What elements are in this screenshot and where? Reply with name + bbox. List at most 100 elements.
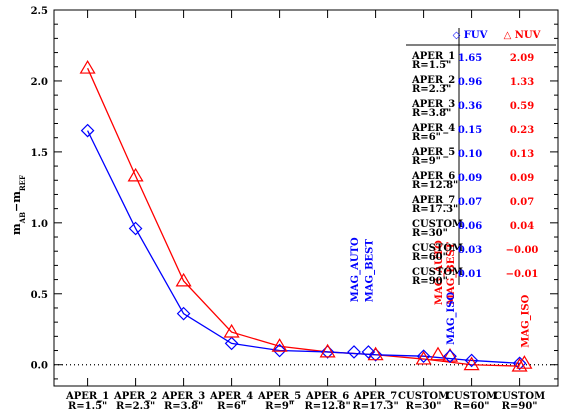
table-row-label-line2: R=2.3" <box>412 84 451 95</box>
table-value-nuv: 0.07 <box>510 197 534 208</box>
y-axis-label-sub2: REF <box>18 175 27 191</box>
table-value-fuv: 0.06 <box>458 221 482 232</box>
table-value-nuv: 2.09 <box>510 53 534 64</box>
data-point-nuv <box>319 343 336 358</box>
data-point-fuv <box>224 336 239 351</box>
annotation-label: MAG_ISO <box>446 292 457 345</box>
data-point-fuv <box>128 221 143 236</box>
annotation-label: MAG_BEST <box>364 239 375 303</box>
table-value-nuv: 0.59 <box>510 101 534 112</box>
data-point-nuv <box>463 356 480 371</box>
table-value-nuv: 0.13 <box>510 149 534 160</box>
series-line-fuv <box>87 130 520 364</box>
y-tick-label: 0.5 <box>31 290 48 301</box>
data-point-nuv <box>511 357 528 372</box>
legend-nuv: △ NUV <box>504 30 541 41</box>
y-tick-label: 2.0 <box>31 77 48 88</box>
table-value-fuv: 0.36 <box>458 101 482 112</box>
table-value-fuv: 0.01 <box>458 269 482 280</box>
annotation-label: MAG_AUTO <box>350 237 361 302</box>
data-point-nuv <box>127 167 144 182</box>
x-tick-label-line1: APER_2 <box>113 391 157 402</box>
table-value-fuv: 0.09 <box>458 173 482 184</box>
y-tick-label: 1.5 <box>31 148 48 159</box>
x-tick-label-line2: R=17.3" <box>352 401 398 411</box>
x-tick-label-line2: R=9" <box>265 401 294 411</box>
x-tick-label-line1: CUSTOM <box>398 391 449 402</box>
table-row-label-line2: R=90" <box>412 276 448 287</box>
data-point-fuv <box>176 306 191 321</box>
extra-point-fuv <box>443 349 457 364</box>
data-point-nuv <box>415 350 432 365</box>
data-point-nuv <box>271 338 288 352</box>
y-axis-label-sub1: AB <box>18 212 27 224</box>
table-row-label-line2: R=12.8" <box>412 180 458 191</box>
x-tick-label-line2: R=30" <box>406 401 442 411</box>
table-value-nuv: 1.33 <box>510 77 534 88</box>
extra-point-nuv <box>429 346 447 361</box>
table-row-label-line2: R=30" <box>412 228 448 239</box>
y-tick-label: 0.0 <box>31 361 48 372</box>
table-row-label-line1: CUSTOM <box>412 219 463 230</box>
data-point-fuv <box>464 353 479 368</box>
table-value-nuv: 0.23 <box>510 125 534 136</box>
y-axis: 0.0 0.5 1.0 1.5 2.0 2.5 <box>31 6 558 380</box>
legend-fuv: ◇ FUV <box>453 30 488 41</box>
table-value-fuv: 1.65 <box>458 53 482 64</box>
data-point-nuv <box>79 59 96 74</box>
x-tick-label-line2: R=3.8" <box>164 401 203 411</box>
x-tick-label-line1: CUSTOM <box>446 391 497 402</box>
table-row-label-line2: R=60" <box>412 252 448 263</box>
series-layer <box>79 59 528 372</box>
table-value-fuv: 0.07 <box>458 197 482 208</box>
plot-border <box>53 9 559 387</box>
table-row-label-line1: CUSTOM <box>412 267 463 278</box>
x-tick-label-line1: CUSTOM <box>494 391 545 402</box>
table-value-fuv: 0.96 <box>458 77 482 88</box>
x-tick-label-line2: R=12.8" <box>304 401 350 411</box>
table-row-label-line1: APER_4 <box>411 123 455 134</box>
table-row-label-line1: CUSTOM <box>412 243 463 254</box>
table-row-label-line1: APER_6 <box>411 171 455 182</box>
table-row-label-line1: APER_7 <box>411 195 455 206</box>
annotation-label: MAG_BEST <box>446 241 457 305</box>
y-axis-label-main: m <box>10 223 23 235</box>
data-point-fuv <box>368 347 383 362</box>
extra-point-fuv <box>361 345 376 359</box>
data-point-nuv <box>175 272 192 287</box>
series-line-nuv <box>87 67 520 367</box>
x-tick-label-line1: APER_1 <box>65 391 109 402</box>
extra-point-nuv <box>441 348 459 362</box>
x-tick-label-line1: APER_3 <box>161 391 205 402</box>
x-tick-label-line2: R=6" <box>217 401 246 411</box>
table-row-label-line2: R=1.5" <box>412 60 451 71</box>
table-row-label-line1: APER_2 <box>411 75 455 86</box>
annotation-label: MAG_AUTO <box>434 240 445 305</box>
x-tick-label-line2: R=90" <box>502 401 538 411</box>
x-tick-label-line2: R=2.3" <box>116 401 155 411</box>
table-value-fuv: 0.03 <box>458 245 482 256</box>
data-point-nuv <box>223 323 240 338</box>
x-tick-label-line2: R=60" <box>454 401 490 411</box>
table-row-label-line1: APER_1 <box>411 51 455 62</box>
table-value-nuv: 0.04 <box>510 221 534 232</box>
data-point-fuv <box>512 356 527 371</box>
extra-point-nuv <box>516 355 533 369</box>
x-tick-label-line1: APER_5 <box>257 391 301 402</box>
extra-point-fuv <box>347 345 361 359</box>
x-tick-label-line1: APER_4 <box>209 391 253 402</box>
plot-frame <box>53 9 559 387</box>
x-tick-label-line1: APER_6 <box>305 391 349 402</box>
x-tick-label-line1: APER_7 <box>353 391 397 402</box>
y-tick-label: 2.5 <box>31 6 48 17</box>
table-row-label-line2: R=3.8" <box>412 108 451 119</box>
table-row-label-line2: R=9" <box>412 156 441 167</box>
table-row-label-line1: APER_5 <box>411 147 455 158</box>
x-tick-label-line2: R=1.5" <box>68 401 107 411</box>
data-point-fuv <box>320 345 335 359</box>
table-value-nuv: −0.00 <box>506 245 539 256</box>
annotation-label: MAG_ISO <box>520 294 531 347</box>
y-tick-label: 1.0 <box>31 219 48 230</box>
